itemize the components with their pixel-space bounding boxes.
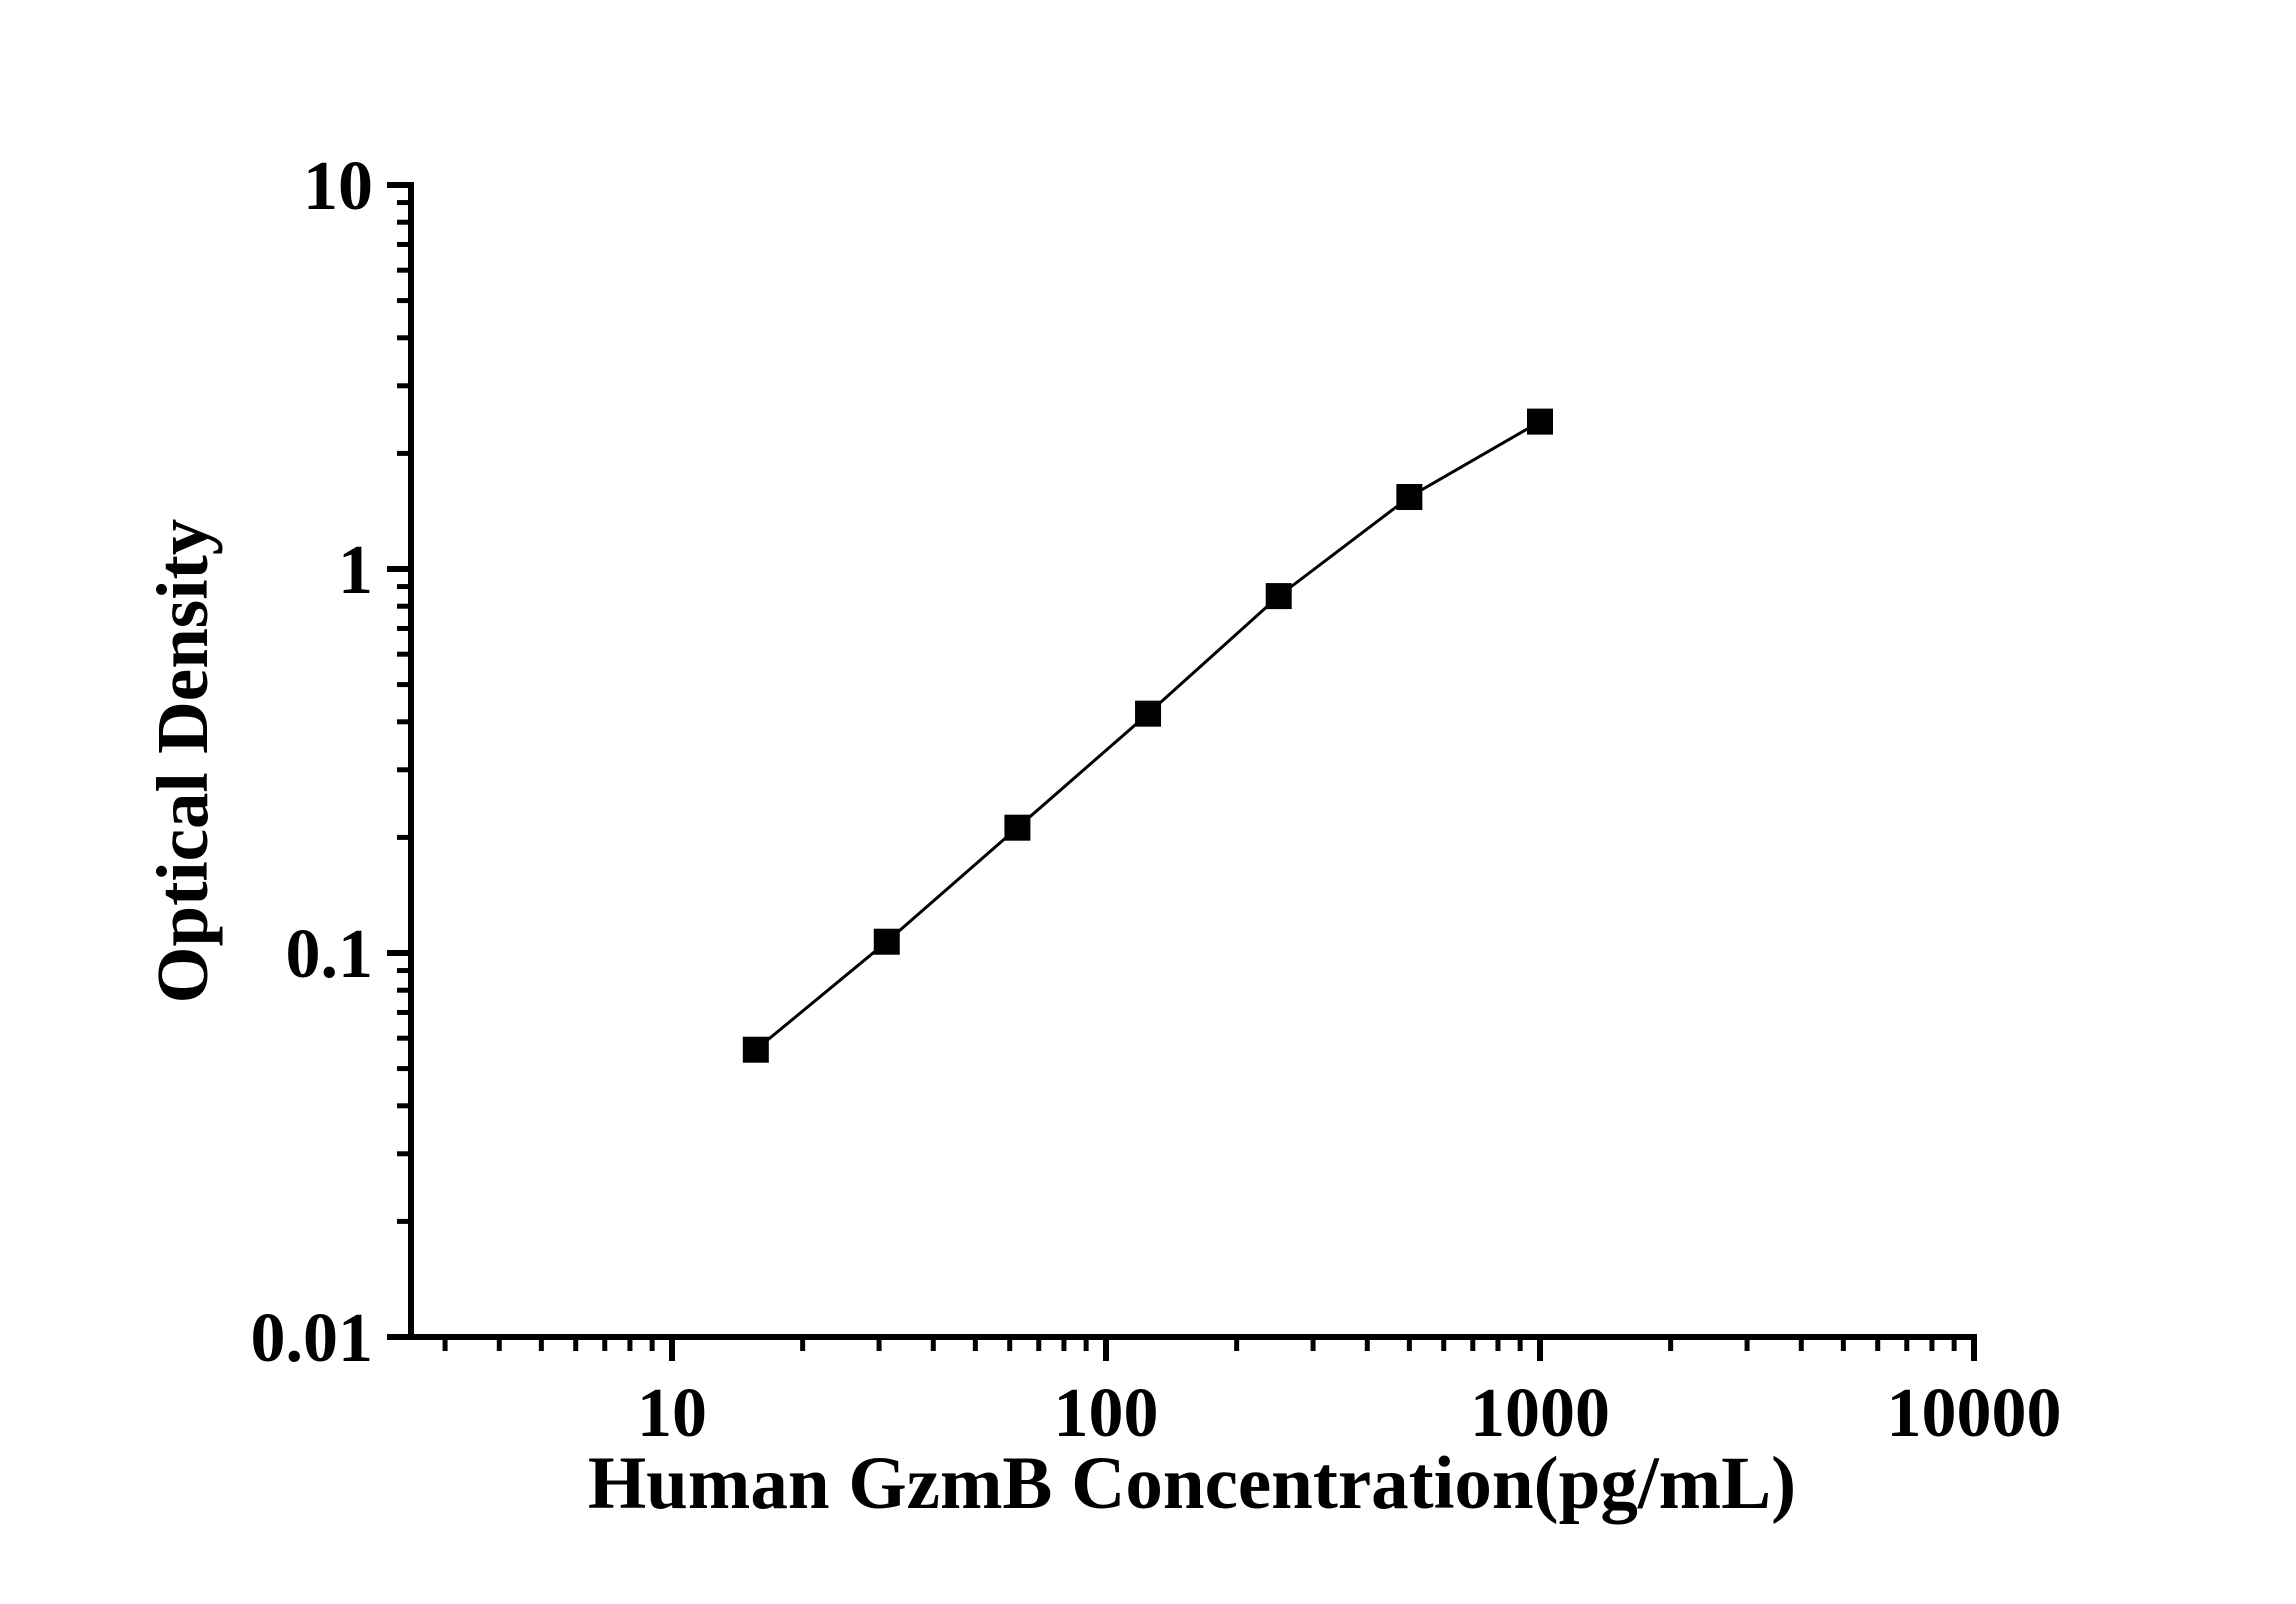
axis-spines (408, 182, 1977, 1340)
data-point-marker (1396, 483, 1423, 510)
series-line (754, 420, 1541, 1051)
data-point-marker (1004, 814, 1031, 841)
x-tick-label: 100 (1054, 1375, 1159, 1452)
axes (408, 182, 1977, 1340)
data-point-marker (1135, 700, 1162, 727)
axis-tick-labels: 10 1 0.1 0.01 10 100 1000 10000 (251, 148, 2062, 1452)
data-point-marker (873, 928, 900, 955)
x-axis-title: Human GzmB Concentration(pg/mL) (588, 1442, 1796, 1525)
data-point-marker (742, 1036, 769, 1063)
y-tick-label: 10 (303, 148, 373, 225)
data-point-marker (1265, 583, 1292, 610)
axis-ticks (387, 182, 1977, 1361)
x-tick-label: 10000 (1887, 1375, 2062, 1452)
data-point-marker (1527, 408, 1553, 435)
y-axis-title: Optical Density (142, 519, 223, 1004)
data-series (742, 408, 1553, 1063)
x-tick-label: 10 (637, 1375, 707, 1452)
y-tick-label: 0.01 (251, 1300, 374, 1377)
x-tick-label: 1000 (1470, 1375, 1610, 1452)
y-tick-label: 1 (338, 532, 373, 609)
y-tick-label: 0.1 (286, 916, 374, 993)
